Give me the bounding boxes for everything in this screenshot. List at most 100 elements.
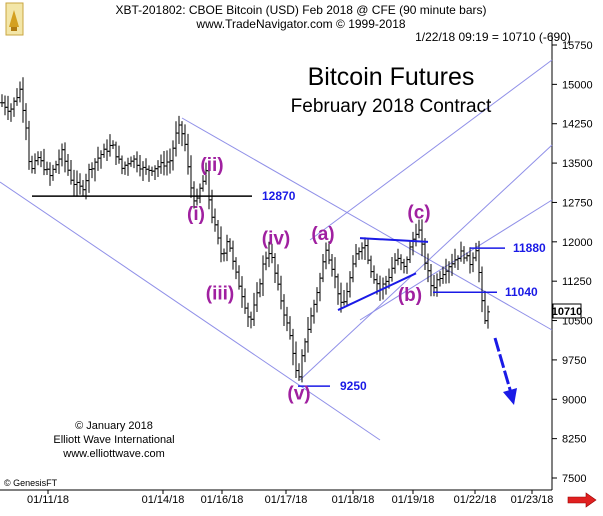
ohlc-bar	[264, 251, 268, 271]
ohlc-bar	[54, 160, 58, 173]
y-tick-label: 7500	[562, 473, 586, 485]
x-tick-label: 01/23/18	[511, 494, 554, 506]
level-label: 11040	[505, 285, 538, 299]
last-price-label: 10710	[552, 306, 583, 318]
wave-label: (v)	[287, 383, 310, 404]
last-price-marker: 10710	[552, 303, 583, 319]
credit-company: Elliott Wave International	[53, 434, 174, 446]
ohlc-bar	[333, 257, 337, 289]
channel-line	[299, 144, 553, 381]
y-tick-label: 11250	[562, 276, 592, 288]
ohlc-bar	[291, 328, 295, 366]
ohlc-bar	[27, 120, 31, 170]
x-axis-ticks: 01/11/18 01/14/18 01/16/18 01/17/18 01/18/18…	[27, 490, 553, 506]
y-tick-label: 9000	[562, 394, 586, 406]
ohlc-bar	[321, 254, 325, 283]
ohlc-bar	[132, 155, 136, 169]
ohlc-bar	[114, 141, 118, 166]
ohlc-bar	[18, 81, 22, 103]
ohlc-bar	[198, 183, 202, 204]
ohlc-bar	[156, 160, 160, 177]
ohlc-bar	[78, 173, 82, 195]
ohlc-bar	[396, 248, 400, 266]
ohlc-bar	[231, 240, 235, 270]
ohlc-bar	[348, 271, 352, 298]
ohlc-bar	[117, 145, 121, 164]
y-tick-label: 12750	[562, 197, 593, 209]
trend-channels	[0, 59, 553, 441]
ohlc-bar	[222, 248, 226, 262]
ohlc-bar	[378, 275, 382, 301]
ohlc-bar	[60, 143, 64, 167]
ohlc-bar	[93, 158, 97, 182]
ohlc-bar	[144, 158, 148, 175]
ohlc-bar	[216, 219, 220, 245]
y-tick-label: 13500	[562, 158, 593, 170]
wave-label: (b)	[398, 285, 422, 306]
scroll-right-arrow-icon[interactable]	[566, 492, 597, 508]
ohlc-bar	[57, 149, 61, 174]
ohlc-bar	[15, 88, 19, 106]
ohlc-bar	[306, 317, 310, 353]
ohlc-bar	[411, 231, 415, 256]
ohlc-bar	[315, 287, 319, 313]
header-source: www.TradeNavigator.com © 1999-2018	[195, 17, 405, 31]
ohlc-bar	[345, 282, 349, 306]
ohlc-bar	[186, 133, 190, 175]
ohlc-bar	[336, 273, 340, 305]
ohlc-bar	[228, 238, 232, 252]
y-tick-label: 15750	[562, 40, 593, 52]
level-label: 11880	[513, 241, 546, 255]
chart-title: Bitcoin Futures	[308, 63, 475, 91]
x-tick-label: 01/16/18	[201, 494, 244, 506]
ohlc-bar	[0, 94, 4, 108]
ohlc-bar	[249, 311, 253, 329]
ohlc-bar	[174, 121, 178, 157]
ohlc-bar	[99, 150, 103, 169]
ohlc-bar	[318, 272, 322, 302]
ohlc-bar	[246, 302, 250, 327]
ohlc-bar	[432, 274, 436, 297]
credit-website: www.elliottwave.com	[62, 448, 164, 460]
ohlc-bar	[123, 161, 127, 175]
ohlc-bar	[9, 103, 13, 122]
ohlc-bar	[189, 155, 193, 198]
channel-line	[0, 181, 381, 441]
ohlc-bar	[66, 153, 70, 176]
support-trendline	[337, 272, 417, 311]
ohlc-bar	[384, 275, 388, 295]
ohlc-bar	[390, 256, 394, 282]
wave-label: (iv)	[262, 228, 291, 249]
y-tick-label: 12000	[562, 237, 593, 249]
ohlc-bar	[324, 242, 328, 270]
ohlc-bar	[354, 243, 358, 268]
ohlc-bar	[252, 292, 256, 327]
chart-subtitle: February 2018 Contract	[291, 96, 492, 117]
ohlc-bar	[42, 148, 46, 176]
ohlc-bar	[435, 273, 439, 297]
ohlc-bar	[309, 307, 313, 334]
ohlc-bar	[90, 162, 94, 179]
logo-icon	[5, 2, 24, 36]
ohlc-bar	[393, 253, 397, 274]
ohlc-bar	[405, 256, 409, 274]
ohlc-bar	[462, 246, 466, 264]
ohlc-bar	[276, 264, 280, 291]
ohlc-bar	[63, 142, 67, 173]
ohlc-bar	[147, 165, 151, 182]
ohlc-bar	[408, 240, 412, 264]
y-tick-label: 15000	[562, 79, 593, 91]
ohlc-bar	[171, 140, 175, 171]
header-last-quote: 1/22/18 09:19 = 10710 (-690)	[415, 30, 571, 44]
ohlc-bar	[330, 254, 334, 277]
level-label: 12870	[262, 189, 296, 203]
y-axis-ticks: 7500 8250 9000 9750 10500 11250 12000 12750 1350…	[552, 40, 593, 485]
ohlc-bar	[282, 294, 286, 326]
ohlc-bar	[474, 242, 478, 262]
ohlc-bar	[453, 248, 457, 268]
ohlc-bar	[162, 150, 166, 176]
ohlc-bar	[105, 139, 109, 162]
ohlc-bar	[39, 151, 43, 168]
